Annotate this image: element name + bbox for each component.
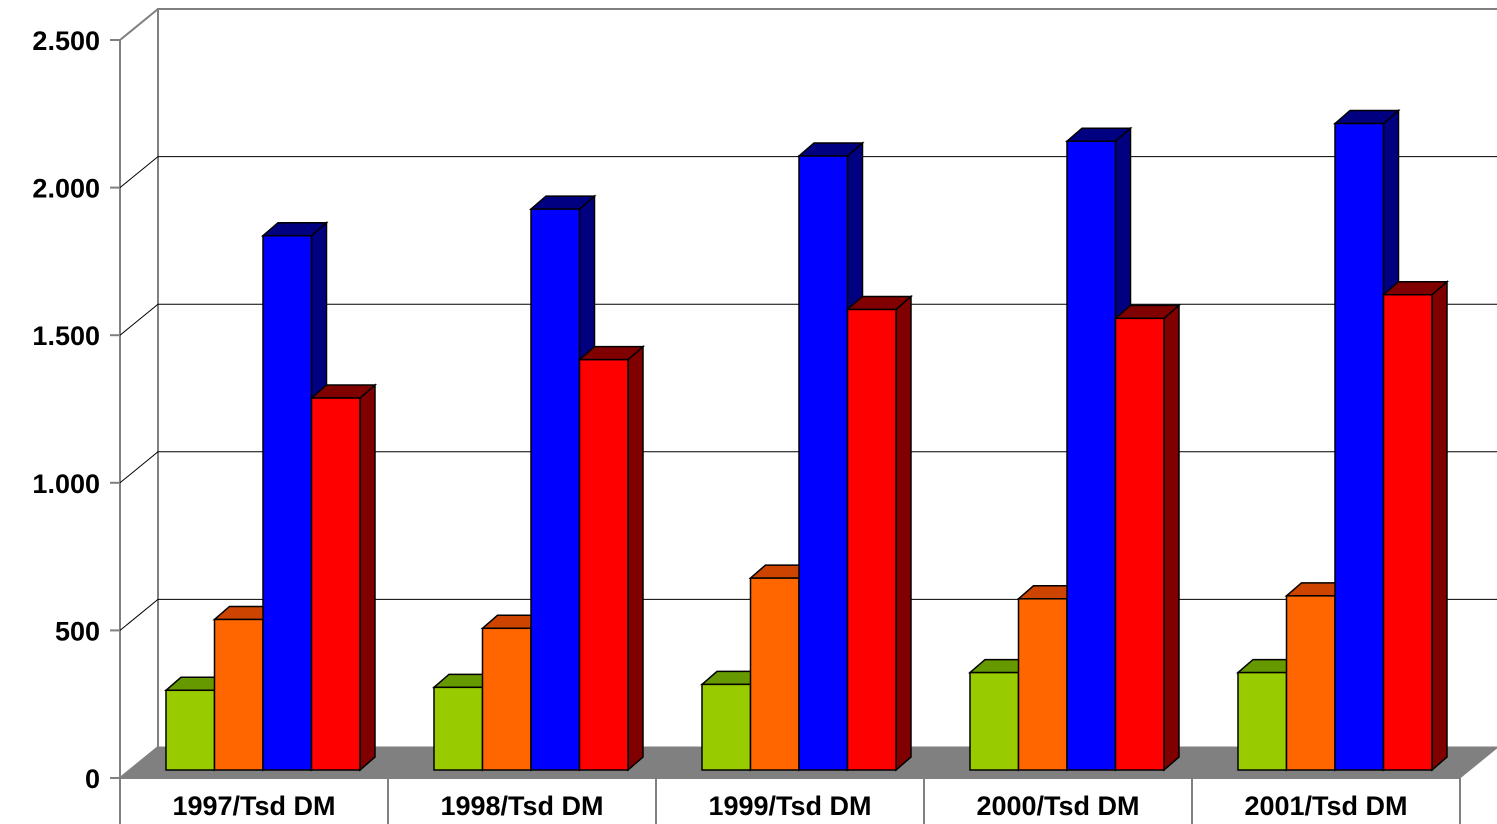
bar-front xyxy=(262,234,313,771)
bar xyxy=(309,383,378,772)
y-axis-ticks: 0 500 1.000 1.500 2.000 2.500 xyxy=(32,26,120,794)
bar-side xyxy=(627,345,644,772)
y-tick-label: 1.000 xyxy=(32,469,100,499)
bar-front xyxy=(1382,293,1433,771)
bars xyxy=(163,108,1450,772)
y-tick-label: 500 xyxy=(55,616,100,646)
bar-side xyxy=(895,294,912,772)
x-tick-label: 1998/Tsd DM xyxy=(440,791,603,821)
bar-side xyxy=(359,383,376,772)
bar xyxy=(845,294,914,772)
bar-front xyxy=(310,397,361,771)
x-tick-label: 1999/Tsd DM xyxy=(708,791,871,821)
bar-front xyxy=(1334,122,1385,771)
bar-front xyxy=(578,358,629,771)
bar-side xyxy=(1431,280,1448,772)
y-tick-label: 1.500 xyxy=(32,321,100,351)
bar-front xyxy=(1285,595,1336,771)
bar xyxy=(1381,280,1450,772)
y-tick-label: 2.500 xyxy=(32,26,100,56)
x-tick-label: 2001/Tsd DM xyxy=(1244,791,1407,821)
bar-front xyxy=(749,577,800,771)
x-axis-labels: 1997/Tsd DM 1998/Tsd DM 1999/Tsd DM 2000/Ts… xyxy=(119,778,1461,824)
bar-front xyxy=(1017,598,1068,771)
bar xyxy=(1113,303,1182,772)
bar-front xyxy=(846,308,897,771)
side-wall-top-edge xyxy=(119,8,159,41)
bar xyxy=(577,345,646,772)
bar-front xyxy=(701,683,752,771)
gridline xyxy=(119,156,1497,188)
bar-front xyxy=(433,686,484,771)
bar-front xyxy=(213,618,264,771)
bar-front xyxy=(1066,140,1117,771)
bar-side xyxy=(1163,303,1180,772)
bar-front xyxy=(798,155,849,771)
gridline xyxy=(119,451,1497,484)
bar-front xyxy=(1237,671,1288,771)
x-tick-label: 1997/Tsd DM xyxy=(172,791,335,821)
y-tick-label: 0 xyxy=(85,764,100,794)
bar-front xyxy=(481,627,532,771)
bar xyxy=(260,221,329,772)
y-tick-label: 2.000 xyxy=(32,174,100,204)
bar-front xyxy=(530,208,581,771)
bar-front xyxy=(165,689,216,771)
bar-front xyxy=(1114,317,1165,771)
gridline xyxy=(119,303,1497,336)
x-tick-label: 2000/Tsd DM xyxy=(976,791,1139,821)
bar-front xyxy=(969,671,1020,771)
